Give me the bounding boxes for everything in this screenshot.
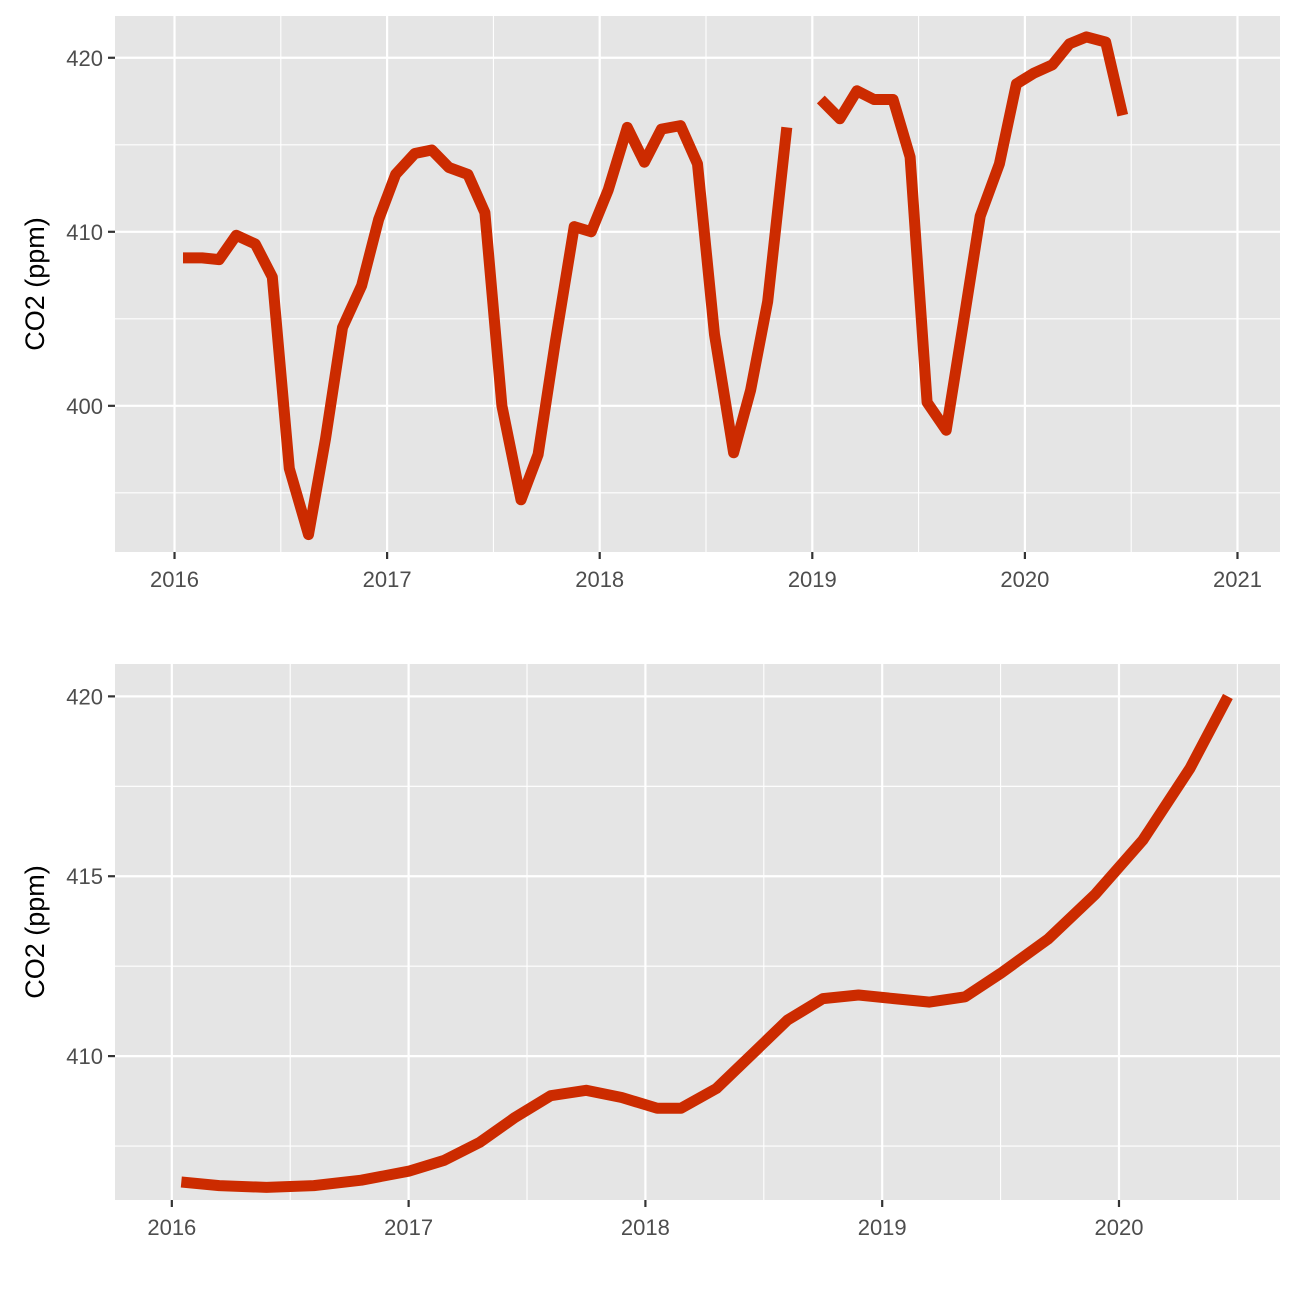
bottom-x-tick-label: 2018 <box>621 1215 670 1240</box>
bottom-y-tick-label: 415 <box>66 864 103 889</box>
top-y-axis-title: CO2 (ppm) <box>20 217 50 351</box>
top-chart-panel: 2016 2017 2018 2019 2020 2021 400 410 420 CO2 (pp… <box>20 16 1280 592</box>
top-x-tick-label: 2020 <box>1000 567 1049 592</box>
bottom-y-tick-label: 410 <box>66 1044 103 1069</box>
top-y-tick-label: 420 <box>66 46 103 71</box>
top-y-tick-label: 400 <box>66 394 103 419</box>
top-x-tick-label: 2021 <box>1213 567 1262 592</box>
bottom-chart-panel: 2016 2017 2018 2019 2020 410 415 420 CO2 (ppm) <box>20 664 1280 1240</box>
top-co2-line-segment <box>183 120 793 541</box>
bottom-x-tick-label: 2020 <box>1095 1215 1144 1240</box>
top-plot-background <box>115 16 1280 552</box>
bottom-x-tick-label: 2017 <box>384 1215 433 1240</box>
bottom-x-tick-label: 2019 <box>858 1215 907 1240</box>
top-x-tick-label: 2016 <box>150 567 199 592</box>
top-x-tick-label: 2017 <box>363 567 412 592</box>
bottom-y-tick-label: 420 <box>66 684 103 709</box>
bottom-co2-line-segment <box>180 693 1233 1193</box>
top-x-tick-label: 2018 <box>575 567 624 592</box>
bottom-x-tick-label: 2016 <box>147 1215 196 1240</box>
bottom-plot-background <box>115 664 1280 1200</box>
top-co2-line-segment <box>816 31 1129 436</box>
top-y-tick-label: 410 <box>66 220 103 245</box>
top-x-tick-label: 2019 <box>788 567 837 592</box>
bottom-y-axis-title: CO2 (ppm) <box>20 865 50 999</box>
